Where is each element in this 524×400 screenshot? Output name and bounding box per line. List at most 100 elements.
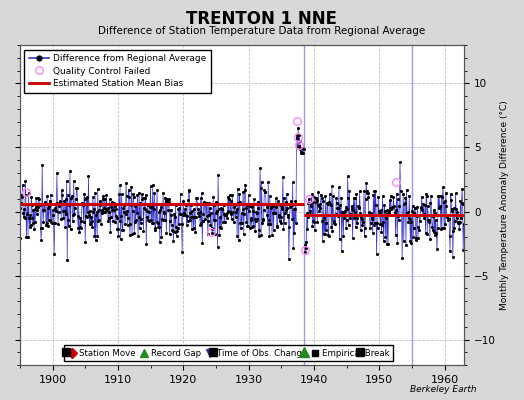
Point [286, 198, 294, 204]
Point [86, 208, 94, 214]
Point [46, 217, 54, 224]
Point [191, 229, 200, 236]
Point [400, 201, 409, 208]
Point [287, 202, 296, 209]
Point [58, 187, 66, 194]
Point [224, 194, 232, 200]
Point [289, 244, 298, 251]
Point [167, 212, 176, 218]
Point [401, 195, 410, 202]
Point [110, 199, 118, 206]
Point [24, 234, 32, 240]
Point [351, 195, 359, 202]
Point [330, 218, 338, 224]
Point [220, 202, 228, 208]
Point [133, 192, 141, 198]
Point [255, 233, 263, 240]
Point [261, 188, 269, 195]
Point [206, 222, 215, 228]
Point [391, 211, 399, 218]
Point [269, 203, 277, 209]
Point [70, 178, 78, 184]
Point [345, 188, 354, 194]
Point [118, 227, 126, 234]
Point [88, 224, 96, 230]
Point [113, 226, 122, 232]
Point [310, 194, 318, 200]
Point [392, 207, 400, 213]
Point [216, 205, 225, 211]
Point [312, 194, 320, 201]
Point [173, 228, 181, 234]
Point [85, 221, 94, 227]
Point [341, 208, 349, 215]
Point [154, 224, 162, 230]
Point [276, 202, 285, 208]
Point [158, 217, 167, 223]
Point [73, 212, 82, 219]
Point [431, 232, 440, 238]
Point [229, 209, 237, 215]
Point [344, 173, 352, 180]
Point [173, 224, 182, 231]
Point [249, 208, 257, 214]
Point [407, 219, 415, 225]
Point [96, 198, 104, 204]
Point [60, 208, 69, 214]
Point [148, 220, 156, 226]
Point [298, 150, 306, 156]
Point [81, 196, 89, 202]
Point [235, 191, 244, 198]
Point [399, 211, 407, 218]
Point [72, 196, 80, 202]
Point [386, 197, 394, 204]
Point [397, 212, 405, 218]
Point [75, 229, 83, 235]
Point [433, 246, 441, 252]
Point [53, 200, 62, 206]
Point [175, 205, 183, 212]
Point [248, 204, 257, 210]
Point [48, 212, 57, 218]
Point [79, 218, 88, 225]
Point [199, 218, 207, 224]
Point [421, 230, 430, 236]
Point [243, 202, 251, 208]
Point [339, 232, 347, 239]
Point [242, 205, 250, 211]
Point [389, 204, 397, 210]
Point [62, 178, 71, 184]
Point [376, 210, 384, 216]
Point [84, 173, 93, 180]
Point [363, 190, 372, 196]
Point [394, 196, 402, 202]
Point [71, 205, 79, 211]
Point [460, 221, 468, 227]
Point [231, 202, 239, 208]
Point [372, 202, 380, 208]
Point [188, 226, 196, 232]
Point [357, 214, 366, 220]
Point [92, 208, 101, 215]
Point [264, 179, 272, 185]
Point [282, 191, 291, 197]
Point [419, 201, 428, 208]
Point [413, 204, 422, 210]
Point [285, 256, 293, 263]
Point [366, 225, 374, 231]
Point [150, 190, 159, 196]
Point [297, 148, 305, 155]
Point [282, 207, 290, 213]
Point [394, 213, 402, 220]
Point [418, 194, 426, 200]
Point [87, 213, 95, 220]
Point [302, 238, 310, 245]
Point [406, 215, 414, 222]
Point [387, 206, 396, 212]
Point [308, 223, 316, 229]
Point [329, 193, 337, 200]
Point [449, 254, 457, 260]
Point [152, 218, 161, 225]
Point [18, 182, 27, 188]
Point [16, 234, 25, 241]
